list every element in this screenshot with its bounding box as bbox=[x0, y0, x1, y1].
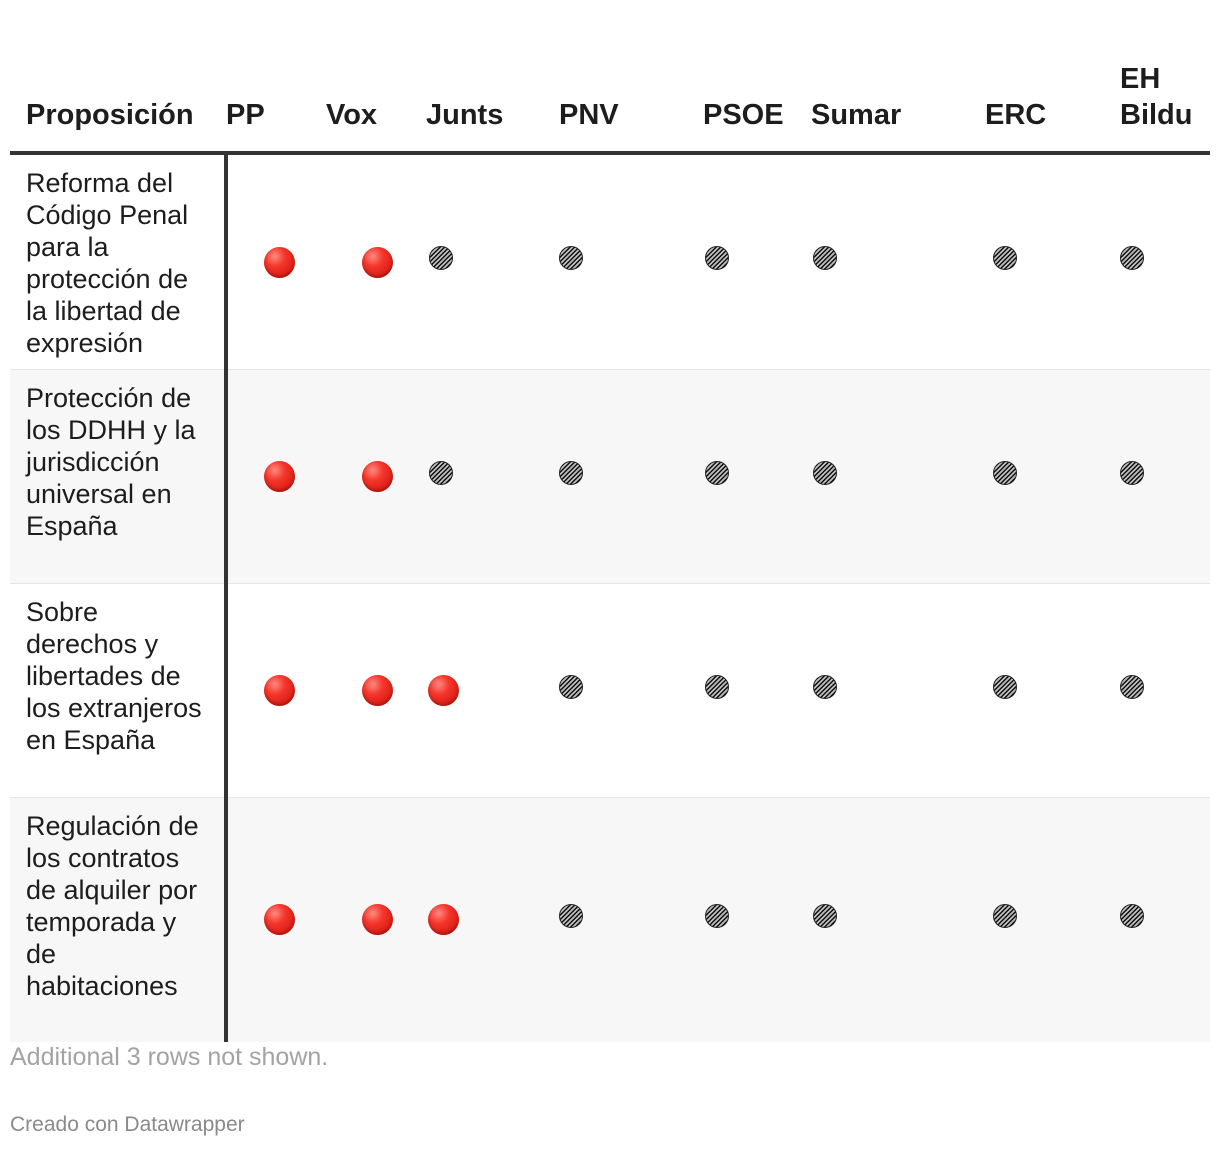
column-header-label: Vox bbox=[326, 99, 378, 131]
vote-cell-eh-bildu bbox=[1120, 797, 1210, 1042]
vote-cell-sumar bbox=[811, 153, 985, 370]
grey-hatched-circle-icon bbox=[429, 460, 453, 485]
vote-cell-psoe bbox=[703, 153, 811, 370]
column-header-psoe[interactable]: PSOE bbox=[703, 0, 811, 155]
proposicion-cell: Protección de los DDHH y la jurisdicción… bbox=[10, 369, 228, 584]
vote-table-container: Proposición PP Vox Junts PNV PSOE Sumar ERC EH B… bbox=[10, 0, 1210, 1042]
vote-cell-erc bbox=[985, 153, 1120, 370]
grey-hatched-circle-icon bbox=[559, 460, 583, 485]
grey-hatched-circle-icon bbox=[705, 246, 729, 270]
vote-cell-sumar bbox=[811, 369, 985, 584]
column-header-vox[interactable]: Vox bbox=[326, 0, 426, 155]
header-row: Proposición PP Vox Junts PNV PSOE Sumar ERC EH B… bbox=[10, 0, 1210, 155]
column-header-pnv[interactable]: PNV bbox=[559, 0, 703, 155]
red-circle-icon bbox=[361, 461, 393, 492]
vote-cell-sumar bbox=[811, 583, 985, 798]
vote-cell-pnv bbox=[559, 369, 703, 584]
rows-not-shown-note: Additional 3 rows not shown. bbox=[10, 1043, 329, 1071]
vote-cell-erc bbox=[985, 369, 1120, 584]
column-header-proposicion[interactable]: Proposición bbox=[10, 0, 226, 155]
grey-hatched-circle-icon bbox=[813, 903, 837, 928]
grey-hatched-circle-icon bbox=[813, 460, 837, 485]
vote-cell-pp bbox=[226, 797, 326, 1042]
grey-hatched-circle-icon bbox=[429, 246, 453, 270]
grey-hatched-circle-icon bbox=[559, 246, 583, 270]
proposicion-cell: Sobre derechos y libertades de los extra… bbox=[10, 583, 228, 798]
vote-cell-eh-bildu bbox=[1120, 369, 1210, 584]
vote-cell-pp bbox=[226, 369, 326, 584]
column-header-label: Junts bbox=[426, 99, 504, 131]
grey-hatched-circle-icon bbox=[705, 903, 729, 928]
vote-cell-pnv bbox=[559, 797, 703, 1042]
grey-hatched-circle-icon bbox=[705, 674, 729, 699]
proposicion-cell: Regulación de los contratos de alquiler … bbox=[10, 797, 228, 1042]
red-circle-icon bbox=[427, 904, 459, 936]
proposicion-cell: Reforma del Código Penal para la protecc… bbox=[10, 153, 228, 370]
grey-hatched-circle-icon bbox=[813, 674, 837, 699]
table-row: Regulación de los contratos de alquiler … bbox=[10, 797, 1210, 1042]
vote-cell-eh-bildu bbox=[1120, 583, 1210, 798]
red-circle-icon bbox=[263, 904, 295, 936]
vote-cell-psoe bbox=[703, 369, 811, 584]
grey-hatched-circle-icon bbox=[993, 674, 1017, 699]
vote-cell-eh-bildu bbox=[1120, 153, 1210, 370]
red-circle-icon bbox=[361, 904, 393, 936]
grey-hatched-circle-icon bbox=[993, 460, 1017, 485]
vote-cell-sumar bbox=[811, 797, 985, 1042]
table-row: Protección de los DDHH y la jurisdicción… bbox=[10, 369, 1210, 584]
red-circle-icon bbox=[427, 675, 459, 706]
vote-cell-psoe bbox=[703, 583, 811, 798]
column-header-sumar[interactable]: Sumar bbox=[811, 0, 985, 155]
vote-cell-vox bbox=[326, 153, 426, 370]
grey-hatched-circle-icon bbox=[1120, 674, 1144, 699]
grey-hatched-circle-icon bbox=[559, 674, 583, 699]
column-header-label: Proposición bbox=[26, 99, 194, 131]
table-row: Sobre derechos y libertades de los extra… bbox=[10, 583, 1210, 798]
red-circle-icon bbox=[361, 246, 393, 278]
grey-hatched-circle-icon bbox=[1120, 246, 1144, 270]
column-header-junts[interactable]: Junts bbox=[426, 0, 559, 155]
column-header-erc[interactable]: ERC bbox=[985, 0, 1120, 155]
grey-hatched-circle-icon bbox=[559, 903, 583, 928]
red-circle-icon bbox=[361, 675, 393, 706]
grey-hatched-circle-icon bbox=[1120, 460, 1144, 485]
vote-cell-junts bbox=[426, 797, 559, 1042]
vote-cell-junts bbox=[426, 583, 559, 798]
grey-hatched-circle-icon bbox=[705, 460, 729, 485]
red-circle-icon bbox=[263, 461, 295, 492]
vote-cell-vox bbox=[326, 369, 426, 584]
grey-hatched-circle-icon bbox=[993, 246, 1017, 270]
vote-cell-erc bbox=[985, 583, 1120, 798]
grey-hatched-circle-icon bbox=[1120, 903, 1144, 928]
vote-cell-junts bbox=[426, 369, 559, 584]
datawrapper-credit: Creado con Datawrapper bbox=[10, 1113, 245, 1136]
grey-hatched-circle-icon bbox=[993, 903, 1017, 928]
grey-hatched-circle-icon bbox=[813, 246, 837, 270]
table-row: Reforma del Código Penal para la protecc… bbox=[10, 153, 1210, 370]
column-header-pp[interactable]: PP bbox=[226, 0, 326, 155]
vote-cell-pnv bbox=[559, 583, 703, 798]
red-circle-icon bbox=[263, 675, 295, 706]
column-header-label: ERC bbox=[985, 99, 1047, 131]
column-header-label: PP bbox=[226, 99, 265, 131]
vote-cell-erc bbox=[985, 797, 1120, 1042]
column-header-label: PNV bbox=[559, 99, 619, 131]
vote-table: Proposición PP Vox Junts PNV PSOE Sumar ERC EH B… bbox=[10, 0, 1210, 1042]
column-header-label: EH Bildu bbox=[1120, 63, 1193, 131]
vote-cell-pp bbox=[226, 583, 326, 798]
vote-cell-vox bbox=[326, 797, 426, 1042]
column-header-label: Sumar bbox=[811, 99, 902, 131]
vote-cell-vox bbox=[326, 583, 426, 798]
vote-cell-pp bbox=[226, 153, 326, 370]
red-circle-icon bbox=[263, 246, 295, 278]
vote-cell-junts bbox=[426, 153, 559, 370]
column-header-eh-bildu[interactable]: EH Bildu bbox=[1120, 0, 1210, 155]
table-body: Reforma del Código Penal para la protecc… bbox=[10, 153, 1210, 1042]
vote-cell-psoe bbox=[703, 797, 811, 1042]
column-header-label: PSOE bbox=[703, 99, 784, 131]
vote-cell-pnv bbox=[559, 153, 703, 370]
